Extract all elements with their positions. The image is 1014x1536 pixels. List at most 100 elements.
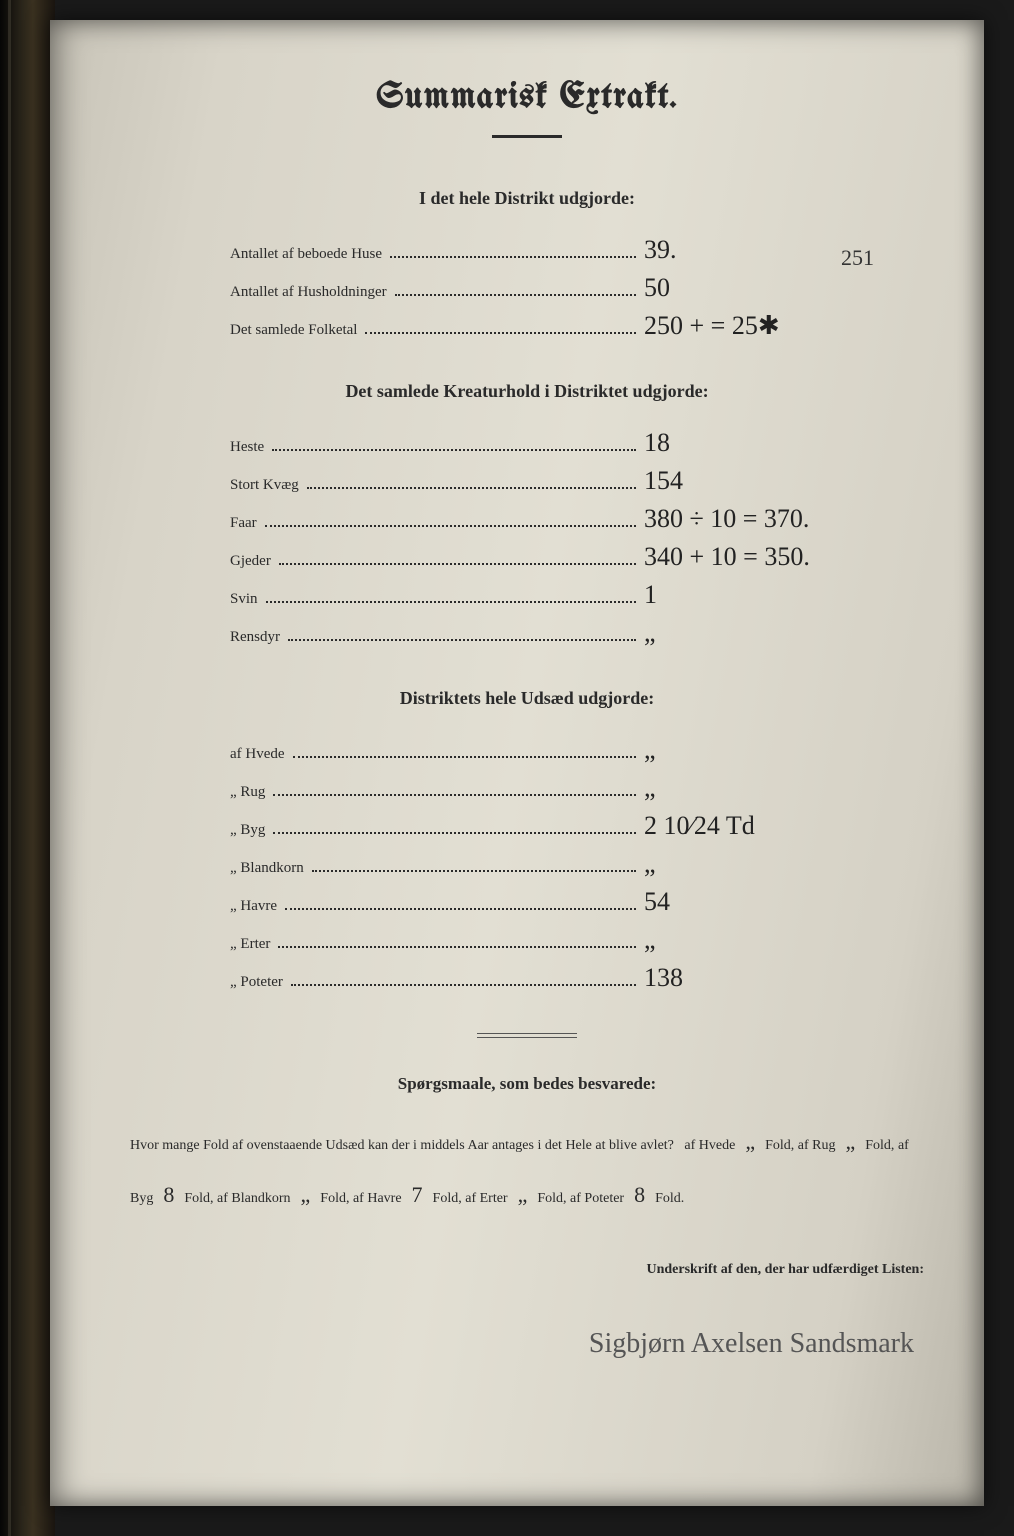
questions-text: Hvor mange Fold af ovenstaaende Udsæd ka… — [130, 1116, 924, 1222]
q-val: 8 — [153, 1182, 184, 1207]
row-label: Gjeder — [230, 553, 271, 570]
section-divider — [477, 1033, 577, 1034]
leader-dots — [365, 331, 636, 334]
title-underline — [492, 135, 562, 138]
row-label: Antallet af beboede Huse — [230, 246, 382, 263]
q-pre: af Rug — [798, 1138, 836, 1153]
q-val: 7 — [402, 1182, 433, 1207]
q-post: Fold. — [655, 1191, 684, 1206]
leader-dots — [266, 600, 636, 603]
section2-heading: Det samlede Kreaturhold i Distriktet udg… — [130, 381, 924, 402]
q-post: Fold, — [537, 1191, 566, 1206]
leader-dots — [395, 293, 636, 296]
table-row: „ Byg 2 10⁄24 Td — [230, 811, 844, 841]
row-label: Heste — [230, 439, 264, 456]
questions-lead: Hvor mange Fold af ovenstaaende Udsæd ka… — [130, 1138, 674, 1153]
row-label: „ Byg — [230, 822, 265, 839]
row-value: 54 — [644, 887, 844, 917]
q-val: „ — [835, 1129, 865, 1154]
q-val: 8 — [624, 1182, 655, 1207]
row-label: „ Blandkorn — [230, 860, 304, 877]
page-title: Summarisk Extrakt. — [130, 80, 924, 117]
row-value: 39. — [644, 235, 844, 265]
row-value: 18 — [644, 428, 844, 458]
leader-dots — [265, 524, 636, 527]
q-val: „ — [735, 1129, 765, 1154]
leader-dots — [288, 638, 636, 641]
section1-heading: I det hele Distrikt udgjorde: — [130, 188, 924, 209]
row-value: 340 + 10 = 350. — [644, 542, 844, 572]
q-item: af Erter„Fold, — [465, 1191, 566, 1206]
table-row: Svin 1 — [230, 580, 844, 610]
q-post: Fold, — [320, 1191, 349, 1206]
row-value: 380 ÷ 10 = 370. — [644, 504, 844, 534]
row-label: af Hvede — [230, 746, 285, 763]
questions-heading: Spørgsmaale, som bedes besvarede: — [130, 1074, 924, 1094]
leader-dots — [272, 448, 636, 451]
table-row: Faar 380 ÷ 10 = 370. — [230, 504, 844, 534]
row-value: 154 — [644, 466, 844, 496]
row-value: 1 — [644, 580, 844, 610]
row-label: Rensdyr — [230, 629, 280, 646]
section3-heading: Distriktets hele Udsæd udgjorde: — [130, 688, 924, 709]
row-label: Antallet af Husholdninger — [230, 284, 387, 301]
row-label: Det samlede Folketal — [230, 322, 357, 339]
row-label: „ Erter — [230, 936, 270, 953]
q-post: Fold, — [865, 1138, 894, 1153]
q-item: af Hvede„Fold, — [684, 1138, 794, 1153]
q-val: „ — [508, 1182, 538, 1207]
q-item: af Rug„Fold, — [798, 1138, 895, 1153]
row-value: „ — [644, 925, 844, 955]
table-row: Rensdyr „ — [230, 618, 844, 648]
q-item: af Poteter8Fold. — [570, 1191, 684, 1206]
signature: Sigbjørn Axelsen Sandsmark — [130, 1328, 924, 1360]
table-row: Det samlede Folketal 250 + = 25✱ — [230, 311, 844, 341]
table-row: Gjeder 340 + 10 = 350. — [230, 542, 844, 572]
row-value: 138 — [644, 963, 844, 993]
table-row: „ Havre 54 — [230, 887, 844, 917]
section2-block: Heste 18 Stort Kvæg 154 Faar 380 ÷ 10 = … — [230, 428, 844, 648]
q-val: „ — [291, 1182, 321, 1207]
row-label: „ Havre — [230, 898, 277, 915]
row-value: „ — [644, 773, 844, 803]
leader-dots — [279, 562, 636, 565]
q-post: Fold, — [184, 1191, 213, 1206]
section3-block: af Hvede „ „ Rug „ „ Byg 2 10⁄24 Td „ Bl… — [230, 735, 844, 993]
q-pre: af Erter — [465, 1191, 507, 1206]
q-item: af Havre7Fold, — [353, 1191, 462, 1206]
q-post: Fold, — [765, 1138, 794, 1153]
row-value: „ — [644, 849, 844, 879]
table-row: „ Erter „ — [230, 925, 844, 955]
margin-annotation: 251 — [841, 245, 874, 271]
leader-dots — [291, 983, 636, 986]
row-value: 2 10⁄24 Td — [644, 811, 844, 841]
table-row: Heste 18 — [230, 428, 844, 458]
table-row: „ Rug „ — [230, 773, 844, 803]
row-value: 50 — [644, 273, 844, 303]
table-row: Antallet af Husholdninger 50 — [230, 273, 844, 303]
leader-dots — [307, 486, 636, 489]
leader-dots — [312, 869, 636, 872]
table-row: Stort Kvæg 154 — [230, 466, 844, 496]
q-pre: af Blandkorn — [217, 1191, 290, 1206]
row-label: Stort Kvæg — [230, 477, 299, 494]
table-row: af Hvede „ — [230, 735, 844, 765]
leader-dots — [273, 793, 636, 796]
leader-dots — [293, 755, 636, 758]
row-value: „ — [644, 735, 844, 765]
q-pre: af Havre — [353, 1191, 402, 1206]
leader-dots — [273, 831, 636, 834]
table-row: „ Poteter 138 — [230, 963, 844, 993]
document-page: Summarisk Extrakt. I det hele Distrikt u… — [50, 20, 984, 1506]
q-post: Fold, — [433, 1191, 462, 1206]
section1-block: Antallet af beboede Huse 39. Antallet af… — [230, 235, 844, 341]
row-label: „ Rug — [230, 784, 265, 801]
signature-label: Underskrift af den, der har udfærdiget L… — [130, 1262, 924, 1278]
row-label: Svin — [230, 591, 258, 608]
row-value: 250 + = 25✱ — [644, 311, 844, 341]
table-row: Antallet af beboede Huse 39. — [230, 235, 844, 265]
q-pre: af Hvede — [684, 1138, 735, 1153]
row-value: „ — [644, 618, 844, 648]
row-label: Faar — [230, 515, 257, 532]
leader-dots — [390, 255, 636, 258]
